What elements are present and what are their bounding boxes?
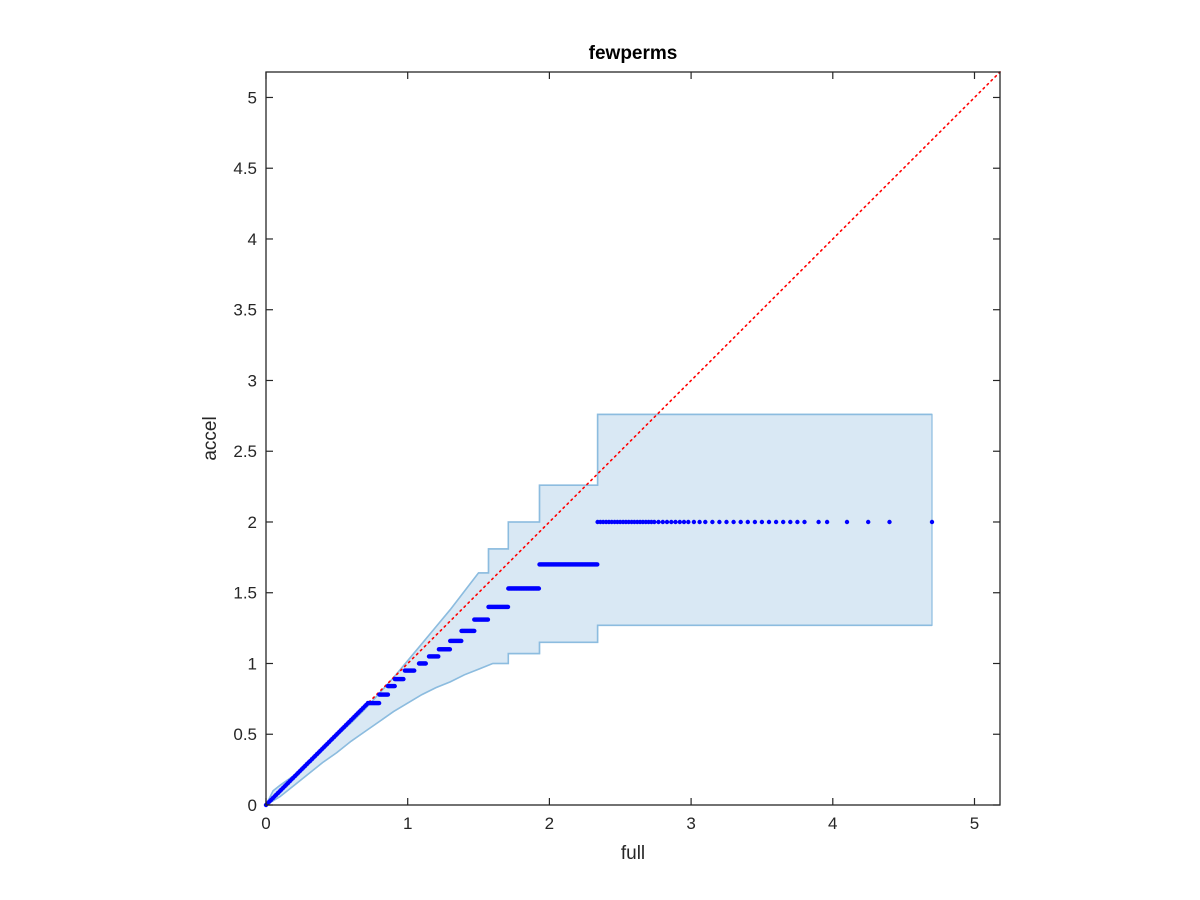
data-point: [401, 676, 406, 682]
data-point: [795, 519, 800, 525]
data-point: [866, 519, 871, 525]
data-point: [652, 519, 657, 525]
y-tick-label: 0: [248, 796, 257, 815]
x-tick-label: 3: [686, 814, 695, 833]
data-point: [738, 519, 743, 525]
data-point: [423, 661, 428, 666]
y-tick-label: 4.5: [233, 159, 257, 178]
data-point: [844, 519, 850, 525]
data-point: [691, 519, 697, 525]
data-point: [686, 519, 691, 525]
data-point: [703, 519, 708, 525]
data-point: [781, 519, 786, 525]
data-point: [485, 617, 491, 622]
data-point: [752, 519, 758, 525]
x-tick-label: 2: [545, 814, 554, 833]
x-tick-label: 5: [970, 814, 979, 833]
data-point: [459, 638, 464, 644]
data-point: [656, 519, 661, 525]
data-point: [766, 519, 772, 525]
data-point: [697, 519, 702, 525]
y-tick-label: 1.5: [233, 584, 257, 603]
axis-ticks: [265, 72, 1000, 806]
x-tick-label: 1: [403, 814, 412, 833]
data-point: [392, 683, 397, 689]
chart-title: fewperms: [589, 43, 678, 64]
axes-box: [265, 71, 1001, 806]
data-point: [376, 700, 382, 706]
y-tick-label: 4: [248, 230, 257, 249]
data-point: [664, 519, 670, 525]
axis-tick-labels: 0 1 2 3 4 5 0 0.5 1 1.5 2 2.5 3 3.5 4 4.5 5: [233, 88, 979, 833]
data-point: [677, 519, 682, 525]
data-point: [816, 519, 821, 525]
y-tick-label: 2.5: [233, 442, 257, 461]
x-tick-label: 0: [261, 814, 270, 833]
data-point: [745, 519, 750, 525]
y-tick-label: 0.5: [233, 725, 257, 744]
data-point: [536, 586, 542, 591]
confidence-band-lower-edge: [265, 624, 932, 806]
x-tick-label: 4: [828, 814, 837, 833]
data-point: [385, 692, 391, 697]
data-point: [802, 519, 807, 525]
data-point: [673, 519, 678, 525]
data-points: [263, 519, 935, 808]
data-point: [717, 519, 722, 525]
data-point: [681, 519, 687, 525]
y-tick-label: 5: [248, 88, 257, 107]
data-point: [412, 668, 417, 673]
x-axis-label: full: [621, 843, 645, 864]
y-tick-label: 2: [248, 513, 257, 532]
data-point: [669, 519, 674, 525]
y-tick-label: 1: [248, 654, 257, 673]
data-point: [436, 654, 441, 659]
data-point: [505, 604, 511, 610]
data-point: [724, 519, 729, 525]
data-point: [731, 519, 736, 525]
y-axis-label: accel: [200, 416, 221, 460]
data-point: [710, 519, 715, 525]
data-point: [595, 562, 600, 567]
data-point: [887, 519, 892, 525]
y-tick-label: 3: [248, 371, 257, 390]
data-point: [773, 519, 779, 525]
data-point: [788, 519, 793, 525]
data-point: [447, 647, 453, 652]
reference-line: [265, 71, 1001, 806]
data-point: [929, 519, 935, 525]
plot-area: [263, 71, 1001, 808]
data-point: [472, 628, 477, 634]
data-point: [824, 519, 830, 525]
y-tick-label: 3.5: [233, 301, 257, 320]
data-point: [759, 519, 765, 525]
data-point: [660, 519, 665, 525]
